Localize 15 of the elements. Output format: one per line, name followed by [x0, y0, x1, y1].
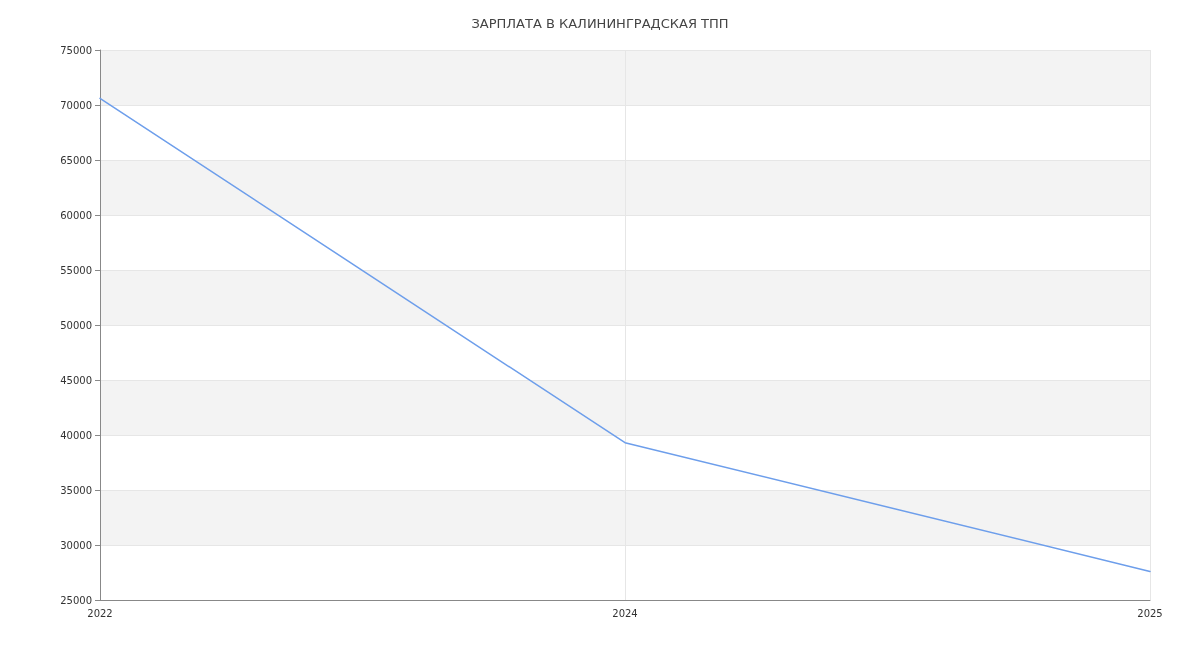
y-tick-label: 40000 — [60, 429, 92, 441]
y-tick-label: 60000 — [60, 209, 92, 221]
y-tick-label: 35000 — [60, 484, 92, 496]
x-tick-label: 2024 — [612, 607, 638, 619]
y-tick-label: 45000 — [60, 374, 92, 386]
y-tick-label: 70000 — [60, 99, 92, 111]
x-tick-label: 2022 — [87, 607, 113, 619]
y-tick-label: 50000 — [60, 319, 92, 331]
y-tick-label: 30000 — [60, 539, 92, 551]
chart-title: ЗАРПЛАТА В КАЛИНИНГРАДСКАЯ ТПП — [471, 16, 729, 31]
y-tick-label: 55000 — [60, 264, 92, 276]
y-tick-label: 75000 — [60, 44, 92, 56]
x-tick-label: 2025 — [1137, 607, 1163, 619]
y-tick-label: 25000 — [60, 594, 92, 606]
y-tick-label: 65000 — [60, 154, 92, 166]
